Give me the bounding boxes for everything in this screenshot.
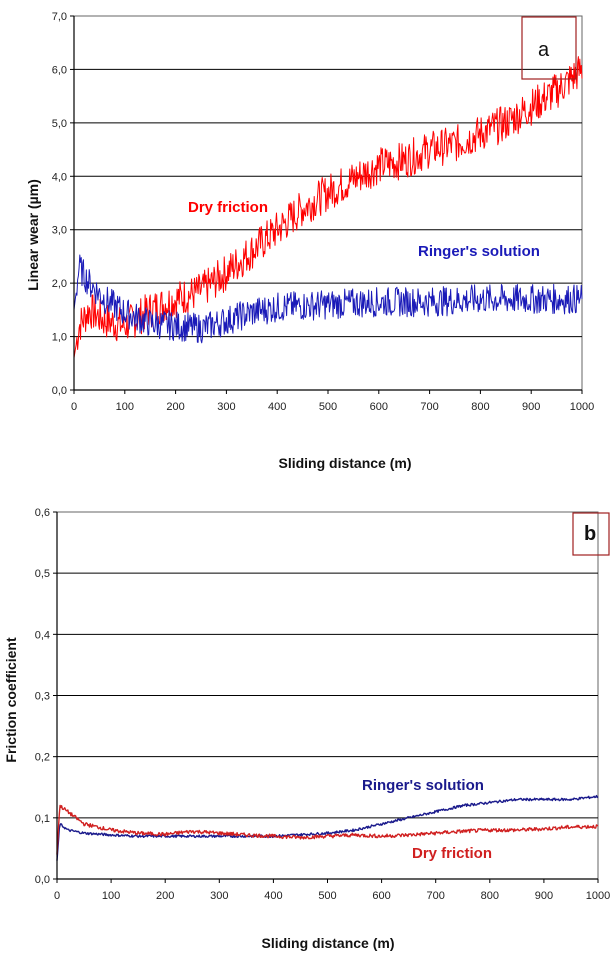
chart-b-y-tick-label: 0,0 [35,874,50,886]
chart-b-series [56,794,599,861]
chart-a-x-tick-label: 700 [420,401,438,413]
chart-b-series-dry-friction [56,804,599,855]
chart-b-x-tick-label: 900 [535,890,553,902]
chart-a-x-tick-label: 900 [522,401,540,413]
chart-a-y-tick-label: 0,0 [52,385,67,397]
chart-b-y-axis-title: Friction coefficient [3,637,19,763]
chart-b-x-tick-label: 100 [102,890,120,902]
chart-b-y-tick-label: 0,5 [35,568,50,580]
chart-b-panel-label-box [572,512,610,556]
chart-b-x-axis-title: Sliding distance (m) [261,935,394,951]
chart-b-x-tick-label: 400 [264,890,282,902]
chart-b-y-tick-label: 0,4 [35,629,50,641]
chart-b: 0,0 0,1 0,2 0,3 0,4 0,5 0,6 0 100 200 300 400 500 60… [3,507,610,951]
chart-a-y-tick-label: 1,0 [52,332,67,344]
chart-b-legend-dry-friction: Dry friction [412,845,492,862]
chart-a-x-tick-label: 400 [268,401,286,413]
chart-a-x-tick-label: 800 [471,401,489,413]
chart-a-x-tick-label: 500 [319,401,337,413]
chart-a-y-axis-title: Linear wear (µm) [25,179,41,291]
chart-a-legend-dry-friction: Dry friction [188,199,268,216]
chart-a-y-tick-label: 3,0 [52,225,67,237]
chart-b-y-ticks: 0,0 0,1 0,2 0,3 0,4 0,5 0,6 [35,507,57,886]
chart-a-x-tick-label: 600 [370,401,388,413]
chart-a-gridlines [74,68,582,338]
chart-b-x-ticks: 0 100 200 300 400 500 600 700 800 900 1000 [54,879,610,902]
chart-a-panel-label: a [538,39,550,61]
chart-a-x-tick-label: 200 [166,401,184,413]
chart-a-x-tick-label: 100 [116,401,134,413]
chart-b-series-ringer-s-solution [56,794,599,861]
chart-a-y-tick-label: 6,0 [52,64,67,76]
chart-a-y-tick-label: 2,0 [52,278,67,290]
chart-a-legend-ringers-solution: Ringer's solution [418,243,540,260]
chart-a-series [73,56,583,359]
chart-a-y-tick-label: 4,0 [52,171,67,183]
chart-a-x-tick-label: 300 [217,401,235,413]
chart-a-y-ticks: 0,0 1,0 2,0 3,0 4,0 5,0 6,0 7,0 [52,11,74,397]
chart-b-x-tick-label: 300 [210,890,228,902]
chart-a-x-tick-label: 0 [71,401,77,413]
chart-b-y-tick-label: 0,3 [35,691,50,703]
chart-b-x-tick-label: 200 [156,890,174,902]
chart-b-y-tick-label: 0,1 [35,813,50,825]
chart-a-panel-label-box [521,16,577,80]
chart-b-x-tick-label: 600 [372,890,390,902]
chart-a-y-tick-label: 5,0 [52,118,67,130]
chart-b-panel-label: b [584,523,596,545]
chart-b-legend-ringers-solution: Ringer's solution [362,777,484,794]
chart-b-y-tick-label: 0,2 [35,752,50,764]
chart-b-x-tick-label: 500 [318,890,336,902]
chart-b-y-tick-label: 0,6 [35,507,50,519]
chart-b-x-tick-label: 700 [427,890,445,902]
chart-a-series-ringer-s-solution [73,254,583,344]
chart-a: 0,0 1,0 2,0 3,0 4,0 5,0 6,0 7,0 0 100 200 300 400 50… [25,11,594,471]
chart-b-x-tick-label: 1000 [586,890,610,902]
chart-a-x-tick-label: 1000 [570,401,594,413]
chart-b-x-tick-label: 800 [481,890,499,902]
chart-a-y-tick-label: 7,0 [52,11,67,23]
chart-b-gridlines [57,572,598,819]
chart-b-x-tick-label: 0 [54,890,60,902]
chart-a-x-axis-title: Sliding distance (m) [278,455,411,471]
chart-a-x-ticks: 0 100 200 300 400 500 600 700 800 900 1000 [71,390,594,413]
